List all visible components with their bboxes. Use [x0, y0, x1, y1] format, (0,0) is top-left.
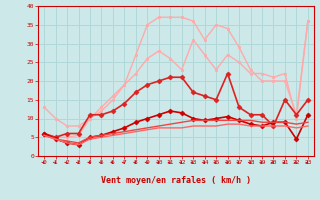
X-axis label: Vent moyen/en rafales ( km/h ): Vent moyen/en rafales ( km/h )	[101, 176, 251, 185]
